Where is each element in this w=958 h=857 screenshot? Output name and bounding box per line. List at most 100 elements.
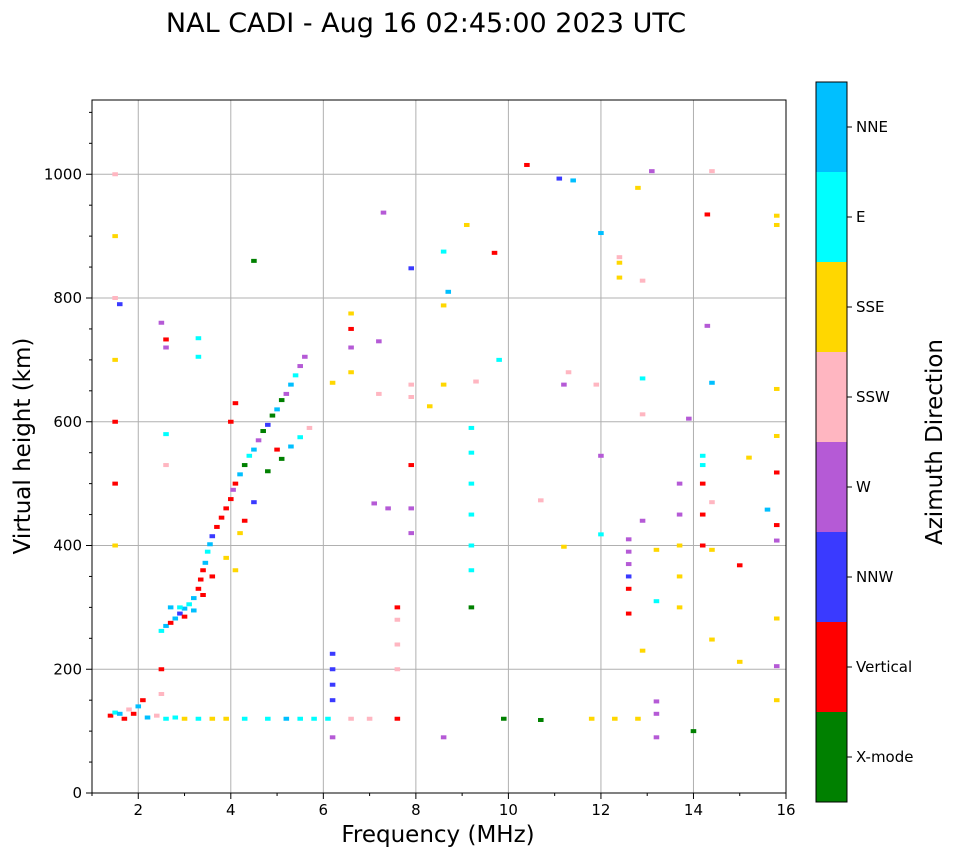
- echo-point: [329, 698, 336, 703]
- echo-point: [223, 555, 229, 560]
- echo-point: [163, 345, 169, 350]
- echo-point: [207, 542, 213, 547]
- echo-point: [116, 302, 123, 307]
- colorbar-segment: [816, 442, 847, 532]
- colorbar-frame: [815, 81, 848, 803]
- echo-point: [191, 608, 197, 613]
- echo-point: [116, 711, 123, 716]
- echo-point: [773, 433, 780, 438]
- echo-point: [163, 432, 169, 437]
- echo-point: [223, 716, 229, 721]
- echo-point: [635, 185, 641, 190]
- echo-point: [209, 716, 216, 721]
- echo-point: [491, 250, 498, 255]
- echo-point: [158, 628, 165, 633]
- echo-point: [329, 380, 336, 385]
- echo-point: [376, 339, 382, 344]
- echo-point: [440, 249, 447, 254]
- echo-point: [773, 523, 780, 528]
- echo-point: [616, 260, 623, 265]
- echo-point: [241, 716, 248, 721]
- echo-point: [302, 354, 308, 359]
- echo-point: [311, 716, 317, 721]
- echo-point: [676, 512, 683, 517]
- echo-point: [394, 716, 401, 721]
- echo-point: [556, 176, 563, 181]
- echo-point: [699, 481, 706, 486]
- echo-point: [616, 275, 623, 280]
- x-tick-label: 16: [776, 801, 795, 819]
- echo-point: [709, 380, 715, 385]
- echo-point: [538, 717, 544, 722]
- echo-point: [265, 469, 271, 474]
- echo-point: [197, 577, 204, 582]
- echo-point: [255, 438, 262, 443]
- echo-point: [167, 605, 174, 610]
- echo-point: [329, 735, 336, 740]
- x-tick-label: 10: [499, 801, 518, 819]
- colorbar-segment: [816, 262, 847, 352]
- echo-point: [445, 289, 452, 294]
- echo-point: [274, 447, 280, 452]
- echo-point: [325, 716, 331, 721]
- echo-point: [426, 404, 433, 409]
- echo-point: [297, 716, 303, 721]
- echo-point: [112, 234, 118, 239]
- echo-point: [163, 623, 169, 628]
- echo-point: [126, 707, 132, 712]
- echo-point: [376, 391, 382, 396]
- echo-point: [385, 506, 391, 511]
- echo-point: [408, 506, 415, 511]
- echo-point: [699, 543, 706, 548]
- echo-point: [473, 379, 479, 384]
- echo-point: [200, 568, 206, 573]
- echo-point: [195, 336, 202, 341]
- echo-point: [292, 373, 299, 378]
- echo-point: [699, 512, 706, 517]
- echo-point: [112, 419, 118, 424]
- colorbar-label: NNE: [856, 118, 888, 136]
- y-axis-ticks: 0 200 400 600 800 1000: [44, 111, 92, 802]
- echo-point: [408, 266, 415, 271]
- echo-point: [736, 659, 743, 664]
- colorbar-label: W: [856, 478, 871, 496]
- echo-point: [773, 538, 780, 543]
- echo-point: [274, 407, 280, 412]
- colorbar-segment: [816, 622, 847, 712]
- echo-point: [232, 568, 239, 573]
- echo-point: [251, 258, 257, 263]
- x-tick-label: 6: [319, 801, 329, 819]
- echo-point: [653, 599, 660, 604]
- echo-point: [625, 562, 632, 567]
- colorbar-title: Azimuth Direction: [922, 339, 948, 545]
- x-tick-label: 2: [133, 801, 143, 819]
- echo-point: [232, 401, 239, 406]
- echo-point: [288, 382, 294, 387]
- echo-point: [561, 382, 567, 387]
- echo-point: [699, 463, 706, 468]
- echo-point: [612, 716, 618, 721]
- echo-point: [704, 212, 711, 217]
- x-tick-label: 14: [684, 801, 703, 819]
- echo-point: [237, 531, 243, 536]
- echo-point: [278, 398, 285, 403]
- colorbar-label: X-mode: [856, 748, 913, 766]
- echo-point: [195, 354, 202, 359]
- echo-point: [348, 326, 354, 331]
- echo-point: [214, 524, 220, 529]
- echo-point: [371, 501, 378, 506]
- echo-point: [348, 311, 354, 316]
- echo-point: [773, 664, 780, 669]
- echo-point: [265, 422, 271, 427]
- echo-point: [394, 605, 401, 610]
- colorbar-segment: [816, 172, 847, 262]
- echo-point: [232, 481, 239, 486]
- echo-point: [163, 337, 169, 342]
- echo-point: [251, 500, 257, 505]
- echo-point: [348, 345, 354, 350]
- echo-point: [598, 532, 604, 537]
- echo-point: [773, 616, 780, 621]
- echo-point: [202, 560, 209, 565]
- echo-point: [329, 667, 336, 672]
